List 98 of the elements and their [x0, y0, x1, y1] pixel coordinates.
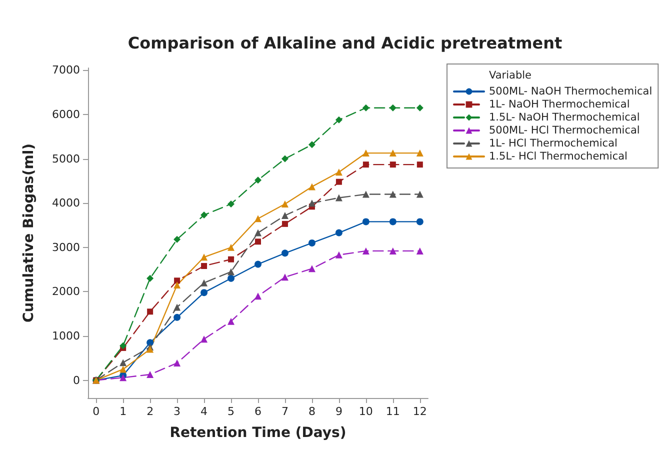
legend-label: 1L- NaOH Thermochemical [489, 98, 630, 110]
point [200, 289, 208, 296]
x-tick-label: 10 [358, 405, 373, 418]
point [254, 176, 262, 184]
point [335, 229, 342, 236]
point [390, 162, 396, 168]
point [416, 162, 423, 168]
point [254, 260, 262, 268]
point [416, 190, 424, 198]
point [335, 251, 342, 258]
point [228, 244, 235, 251]
point [389, 104, 396, 112]
x-tick-label: 0 [92, 405, 100, 418]
point [146, 274, 154, 282]
point [254, 229, 262, 236]
point [120, 374, 127, 382]
point [362, 162, 369, 168]
point [146, 339, 154, 346]
legend-label: 1.5L- NaOH Thermochemical [489, 112, 640, 124]
point [389, 190, 396, 198]
point [335, 168, 342, 176]
point [228, 268, 235, 276]
x-tick-label: 1 [120, 405, 127, 418]
point [200, 279, 208, 286]
point [200, 212, 208, 219]
point [308, 200, 316, 207]
point [308, 183, 316, 190]
x-tick-label: 6 [254, 405, 262, 418]
point [336, 178, 342, 185]
point [228, 256, 234, 262]
point [174, 304, 181, 311]
legend-label: 1.5L- HCl Thermochemical [489, 150, 628, 162]
point [362, 150, 370, 157]
x-tick-label: 2 [146, 405, 154, 418]
legend-label: 500ML- HCl Thermochemical [489, 124, 640, 136]
point [362, 218, 370, 226]
point [174, 360, 181, 367]
point [254, 215, 262, 222]
point [281, 200, 288, 208]
point [174, 236, 181, 243]
y-tick-label: 7000 [52, 64, 80, 77]
y-tick-label: 6000 [52, 108, 80, 122]
point [120, 359, 127, 366]
x-tick-label: 7 [281, 405, 288, 418]
point [174, 282, 181, 289]
x-tick-label: 12 [412, 405, 427, 418]
point [200, 254, 208, 261]
point [255, 238, 261, 245]
point [281, 155, 288, 162]
point [308, 265, 316, 272]
x-tick-label: 8 [308, 405, 316, 418]
point [308, 141, 316, 148]
y-tick-label: 5000 [52, 152, 80, 166]
point [201, 263, 208, 269]
point [389, 218, 396, 226]
point [174, 278, 180, 284]
x-tick-label: 5 [228, 405, 235, 418]
y-tick-label: 3000 [52, 240, 80, 254]
point [335, 116, 342, 124]
point [362, 247, 370, 254]
point [120, 342, 127, 350]
y-tick-label: 1000 [52, 329, 80, 342]
y-tick-label: 4000 [52, 196, 80, 210]
point [416, 247, 424, 254]
y-tick-label: 2000 [52, 285, 80, 298]
x-tick-label: 3 [174, 405, 181, 418]
point [389, 150, 396, 157]
legend-title: Variable [489, 70, 532, 82]
point [416, 104, 424, 112]
point [200, 336, 208, 343]
x-axis-title: Retention Time (Days) [170, 425, 346, 441]
point [120, 366, 127, 373]
point [281, 212, 288, 220]
x-tick-label: 11 [386, 405, 400, 418]
point [281, 250, 288, 257]
y-tick-label: 0 [73, 374, 80, 387]
point [254, 292, 262, 300]
legend-label: 500ML- NaOH Thermochemical [489, 86, 652, 98]
point [362, 104, 370, 112]
y-axis-title: Cumulative Biogas(ml) [21, 143, 37, 323]
legend-label: 1L- HCl Thermochemical [489, 138, 618, 150]
point [228, 200, 235, 208]
point [146, 371, 154, 378]
point [281, 274, 288, 281]
chart-title: Comparison of Alkaline and Acidic pretreatment [128, 34, 562, 52]
point [228, 318, 235, 325]
point [416, 150, 424, 157]
point [282, 220, 288, 227]
x-tick-label: 9 [335, 405, 342, 418]
point [389, 247, 396, 254]
point [416, 218, 424, 226]
point [174, 314, 181, 321]
point [362, 190, 370, 198]
x-tick-label: 4 [200, 405, 208, 418]
point [335, 194, 342, 202]
point [147, 308, 154, 315]
point [228, 274, 235, 282]
point [308, 239, 316, 246]
